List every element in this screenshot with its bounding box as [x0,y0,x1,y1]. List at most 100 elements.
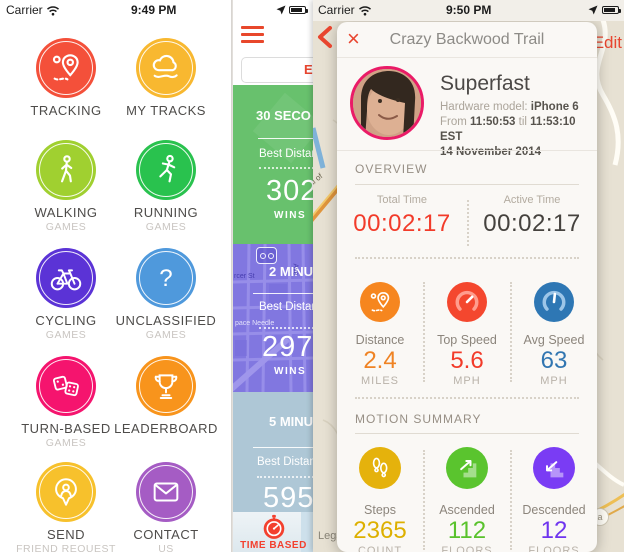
envelope-icon [153,482,179,502]
game-card-title: 5 MINU [269,414,313,429]
track-date: 14 November 2014 [440,146,542,158]
menu-item-sublabel: GAMES [45,329,87,341]
ascended-stat: Ascended 112 FLOORS [424,447,510,552]
edit-button[interactable]: Edit [592,33,622,52]
menu-item-label: UNCLASSIFIED [115,313,217,328]
menu-item-walking-games[interactable]: WALKING GAMES [8,140,124,233]
menu-item-label: TRACKING [30,103,102,118]
avg-speed-value: 63 [540,347,568,374]
avg-speed-label: Avg Speed [523,333,585,347]
motion-summary-heading: MOTION SUMMARY [355,412,482,426]
top-speed-label: Top Speed [437,333,497,347]
carrier-label: Carrier [318,3,355,17]
game-card-2-minutes[interactable]: 2 MINUT rcer St Ave Best Distance pace N… [233,244,313,392]
descended-label: Descended [522,503,586,517]
descended-unit: FLOORS [528,545,580,552]
menu-item-unclassified-games[interactable]: ? UNCLASSIFIED GAMES [108,248,224,341]
menu-item-my-tracks[interactable]: MY TRACKS [108,38,224,119]
location-arrow-icon [276,5,286,15]
menu-item-label: TURN-BASED [21,421,111,436]
track-detail-card: × Crazy Backwood Trail Superfast Hardwar… [337,22,597,552]
menu-item-turn-based-games[interactable]: TURN-BASED GAMES [8,356,124,449]
menu-item-contact-us[interactable]: CONTACT US [108,462,224,552]
menu-item-sublabel: GAMES [45,221,87,233]
distance-value: 2.4 [363,347,397,374]
question-icon: ? [159,265,172,292]
til-time: 11:53:10 EST [440,116,576,143]
trophy-icon [154,374,178,400]
avatar [350,66,424,140]
game-badge-icon [256,247,277,264]
distance-label: Distance [355,333,405,347]
steps-value: 2365 [353,517,407,544]
menu-item-label: SEND [46,527,86,542]
hardware-label: Hardware model: [440,101,528,113]
ascended-unit: FLOORS [441,545,493,552]
hamburger-menu-button[interactable] [241,26,264,47]
game-card-5-minutes[interactable]: 5 MINU Best Distance 595 [233,392,313,512]
menu-item-label: CYCLING [35,313,97,328]
tab-time-based[interactable]: TIME BASED [233,512,313,552]
menu-item-sublabel: GAMES [145,221,187,233]
game-card-title: 30 SECO [256,108,311,123]
avenue-label: Ave [291,263,299,276]
gauge-icon [455,290,479,311]
games-panel: E 30 SECO Best Distance 302 WINS 2 MINUT… [232,0,313,552]
player-name: Superfast [440,72,530,95]
walker-icon [60,155,73,183]
wins-value: 297 [262,331,313,363]
steps-stat: Steps 2365 COUNT [337,447,423,552]
wins-unit: WINS [274,210,307,221]
dice-icon [52,375,79,397]
battery-icon [602,6,621,14]
til-label: til [518,116,527,128]
steps-unit: COUNT [357,545,403,552]
top-speed-stat: Top Speed 5.6 MPH [424,280,510,387]
bicycle-icon [50,269,82,291]
top-speed-value: 5.6 [450,347,484,374]
menu-item-label: WALKING [34,205,98,220]
menu-item-send-friend-request[interactable]: SEND FRIEND REQUEST [8,462,124,552]
best-distance-label: Best Distance [259,301,313,313]
menu-item-sublabel: GAMES [145,329,187,341]
menu-item-label: MY TRACKS [126,103,206,118]
game-card-30-seconds[interactable]: 30 SECO Best Distance 302 WINS [233,85,313,244]
footprints-icon [372,457,388,478]
overview-heading: OVERVIEW [355,162,428,176]
battery-icon [289,6,308,14]
gauge-icon [542,290,566,311]
mini-map [233,244,313,392]
avg-speed-unit: MPH [540,375,568,387]
place-label: pace Needle [235,320,275,327]
track-meta: Hardware model: iPhone 6 From 11:50:53 t… [440,100,597,160]
status-bar: Carrier 9:50 PM [313,0,624,21]
location-arrow-icon [588,5,598,15]
hardware-value: iPhone 6 [530,101,579,113]
menu-item-running-games[interactable]: RUNNING GAMES [108,140,224,233]
stairs-up-icon [458,460,477,478]
wifi-icon [358,5,371,15]
wins-unit: WINS [274,366,307,377]
best-distance-label: Best Distance [259,148,313,160]
menu-item-leaderboard[interactable]: LEADERBOARD [108,356,224,437]
segment-button[interactable]: E [241,57,313,83]
wins-value: 302 [266,175,313,207]
runner-icon [159,154,176,183]
back-chevron-icon[interactable] [316,25,334,49]
total-time-label: Total Time [376,194,428,206]
menu-item-sublabel: FRIEND REQUEST [16,543,116,552]
clock-label: 9:49 PM [131,3,177,17]
game-card-title: 2 MINUT [269,264,313,279]
menu-item-sublabel: US [158,543,174,552]
menu-item-tracking[interactable]: TRACKING [8,38,124,119]
stopwatch-icon [263,514,285,539]
total-time-value: 00:02:17 [353,210,451,237]
menu-item-label: LEADERBOARD [114,421,218,436]
best-distance-label: Best Distance [257,456,313,468]
active-time-value: 00:02:17 [483,210,581,237]
from-label: From [440,116,467,128]
menu-item-cycling-games[interactable]: CYCLING GAMES [8,248,124,341]
total-time-stat: Total Time 00:02:17 [350,194,454,238]
close-icon[interactable]: × [347,26,360,51]
